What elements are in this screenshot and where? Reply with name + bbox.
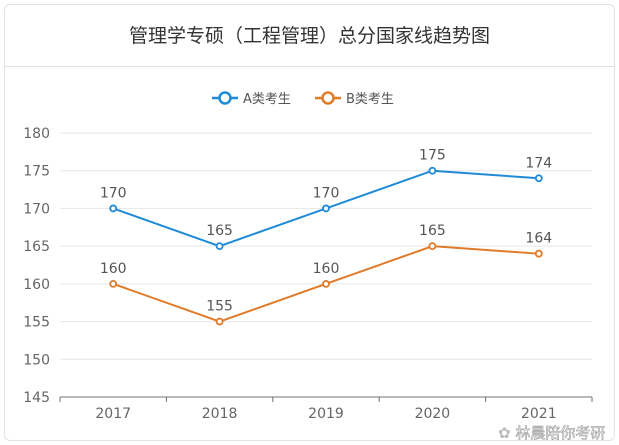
data-label: 160 bbox=[100, 261, 127, 277]
data-label: 170 bbox=[313, 185, 340, 201]
legend-marker-icon bbox=[321, 91, 335, 105]
data-point bbox=[109, 279, 118, 288]
y-tick-label: 180 bbox=[23, 126, 50, 142]
y-tick-label: 175 bbox=[23, 164, 50, 180]
data-point bbox=[428, 242, 437, 251]
data-point bbox=[215, 317, 224, 326]
x-tick-label: 2017 bbox=[95, 406, 131, 422]
data-point bbox=[109, 204, 118, 213]
x-tick-label: 2021 bbox=[521, 406, 557, 422]
data-point bbox=[322, 279, 330, 288]
chart-title: 管理学专硕（工程管理）总分国家线趋势图 bbox=[5, 5, 614, 67]
y-tick-label: 170 bbox=[23, 201, 50, 217]
data-label: 175 bbox=[419, 148, 446, 164]
y-tick-label: 155 bbox=[23, 315, 50, 331]
watermark: ✿ 林晨陪你考研 bbox=[498, 424, 606, 442]
y-tick-label: 145 bbox=[23, 390, 50, 406]
legend-marker-icon bbox=[218, 91, 232, 105]
y-tick-label: 165 bbox=[23, 239, 50, 255]
chart-card: 管理学专硕（工程管理）总分国家线趋势图 bbox=[4, 4, 615, 441]
x-tick-label: 2020 bbox=[415, 406, 451, 422]
data-point bbox=[322, 204, 330, 213]
watermark-text: 林晨陪你考研 bbox=[515, 424, 606, 442]
x-tick-label: 2018 bbox=[202, 406, 238, 422]
data-point bbox=[534, 174, 543, 183]
legend-label: B类考生 bbox=[346, 92, 394, 107]
data-label: 155 bbox=[206, 299, 233, 315]
y-tick-label: 150 bbox=[23, 352, 50, 368]
data-point bbox=[534, 249, 543, 258]
data-label: 160 bbox=[313, 261, 340, 277]
data-label: 164 bbox=[525, 231, 552, 247]
data-point bbox=[428, 166, 437, 175]
data-point bbox=[215, 242, 224, 251]
data-label: 170 bbox=[100, 185, 127, 201]
wechat-icon: ✿ bbox=[498, 424, 516, 442]
data-label: 174 bbox=[525, 155, 552, 171]
x-tick-label: 2019 bbox=[308, 406, 344, 422]
data-label: 165 bbox=[419, 223, 446, 239]
legend-label: A类考生 bbox=[243, 92, 291, 107]
y-tick-label: 160 bbox=[23, 277, 50, 293]
data-label: 165 bbox=[206, 223, 233, 239]
